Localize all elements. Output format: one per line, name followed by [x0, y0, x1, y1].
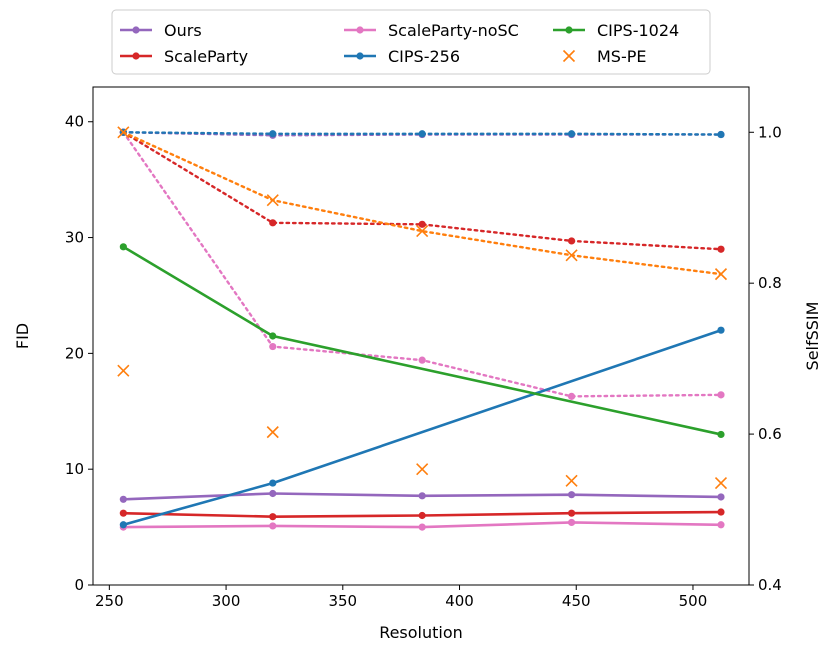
scaleparty-selfssim-point-1 [269, 219, 277, 227]
legend-box [111, 9, 711, 75]
scaleparty-nosc-selfssim-point-1 [269, 342, 277, 351]
legend-label-ms-pe: MS-PE [597, 47, 647, 66]
ours-fid-point-0 [119, 495, 127, 503]
plot-area [117, 126, 728, 531]
ms-pe-selfssim-line [122, 131, 723, 276]
scaleparty-nosc-fid-point-1 [269, 522, 277, 530]
cips-256-fid-point-2 [717, 326, 725, 334]
y-left-tick-label-10: 10 [65, 460, 84, 478]
ms-pe-selfssim-marker-0 [117, 126, 130, 139]
scaleparty-fid-point-3 [567, 509, 576, 517]
ms-pe-selfssim-marker-3 [565, 249, 578, 262]
scaleparty-selfssim-point-4 [717, 245, 725, 253]
ms-pe-fid-marker-1 [266, 426, 279, 439]
cips-1024-fid-point-1 [269, 332, 277, 340]
ours-fid-point-2 [418, 492, 426, 500]
legend-marker-cips-256 [356, 52, 364, 60]
cips-256-fid-point-0 [119, 521, 127, 529]
legend-label-ours: Ours [164, 21, 202, 40]
y-left-tick-label-40: 40 [65, 113, 84, 131]
ms-pe-fid-marker-2 [416, 463, 429, 476]
legend-marker-ours [132, 26, 140, 34]
scaleparty-fid-point-2 [418, 511, 426, 520]
ms-pe-selfssim-marker-4 [714, 268, 728, 281]
ms-pe-selfssim-marker-2 [416, 225, 429, 238]
y-axis-label-right: SelfSSIM [803, 302, 822, 371]
x-tick-label-400: 400 [445, 592, 474, 610]
scaleparty-nosc-selfssim-point-2 [418, 356, 426, 364]
scaleparty-nosc-fid-point-2 [418, 523, 426, 531]
y-axis-label-left: FID [13, 323, 32, 349]
ms-pe-fid-marker-0 [117, 364, 130, 377]
scaleparty-selfssim-point-3 [567, 237, 576, 245]
x-tick-label-350: 350 [328, 592, 357, 610]
y-left-tick-label-0: 0 [74, 576, 84, 594]
cips-256-selfssim-point-4 [717, 130, 725, 139]
cips-1024-fid-point-0 [119, 243, 127, 251]
plot-frame [92, 86, 750, 586]
scaleparty-nosc-fid-point-3 [567, 518, 576, 527]
cips-256-selfssim-point-1 [269, 130, 277, 138]
x-tick-label-500: 500 [679, 592, 708, 610]
scaleparty-fid-point-0 [119, 509, 127, 517]
legend-label-scaleparty: ScaleParty [164, 47, 248, 66]
x-axis-label: Resolution [379, 623, 463, 642]
ms-pe-fid-marker-3 [565, 474, 578, 487]
scaleparty-nosc-selfssim-point-4 [717, 391, 725, 399]
scaleparty-fid-point-1 [269, 513, 277, 521]
ours-fid-point-1 [269, 489, 277, 498]
ours-fid-point-3 [567, 491, 576, 499]
cips-1024-fid-line [122, 245, 722, 436]
legend: Ours ScaleParty ScaleParty-noSC CIPS-256 CIP… [111, 9, 711, 75]
scaleparty-nosc-fid-point-4 [717, 521, 725, 529]
legend-marker-cips-1024 [565, 26, 573, 34]
legend-marker-scaleparty-nosc [356, 26, 364, 34]
scaleparty-selfssim-point-2 [418, 220, 426, 228]
ms-pe-selfssim-marker-1 [266, 194, 279, 207]
ours-fid-point-4 [717, 493, 725, 501]
y-left-tick-label-30: 30 [65, 229, 84, 247]
scaleparty-nosc-selfssim-point-3 [567, 392, 576, 400]
y-right-tick-label-0.4: 0.4 [758, 576, 782, 594]
cips-1024-fid-point-2 [717, 430, 725, 439]
axes: 250 300 350 400 450 500 0 10 20 30 40 0.4 0.6 0.8 1.0 [65, 113, 782, 610]
y-left-tick-label-20: 20 [65, 344, 84, 362]
cips-256-fid-point-1 [269, 479, 277, 487]
legend-marker-ms-pe [562, 49, 576, 63]
x-tick-label-450: 450 [562, 592, 591, 610]
y-right-tick-label-1.0: 1.0 [758, 123, 782, 141]
scaleparty-fid-point-4 [717, 508, 725, 516]
y-right-tick-label-0.6: 0.6 [758, 425, 782, 443]
x-tick-label-250: 250 [95, 592, 124, 610]
ms-pe-fid-marker-4 [714, 477, 728, 490]
legend-label-scaleparty-nosc: ScaleParty-noSC [388, 21, 519, 40]
x-tick-label-300: 300 [212, 592, 241, 610]
legend-label-cips-1024: CIPS-1024 [597, 21, 679, 40]
legend-label-cips-256: CIPS-256 [388, 47, 460, 66]
cips-256-selfssim-point-3 [567, 130, 576, 138]
y-right-tick-label-0.8: 0.8 [758, 274, 782, 292]
legend-marker-scaleparty [132, 52, 140, 60]
cips-256-selfssim-point-2 [418, 130, 426, 138]
